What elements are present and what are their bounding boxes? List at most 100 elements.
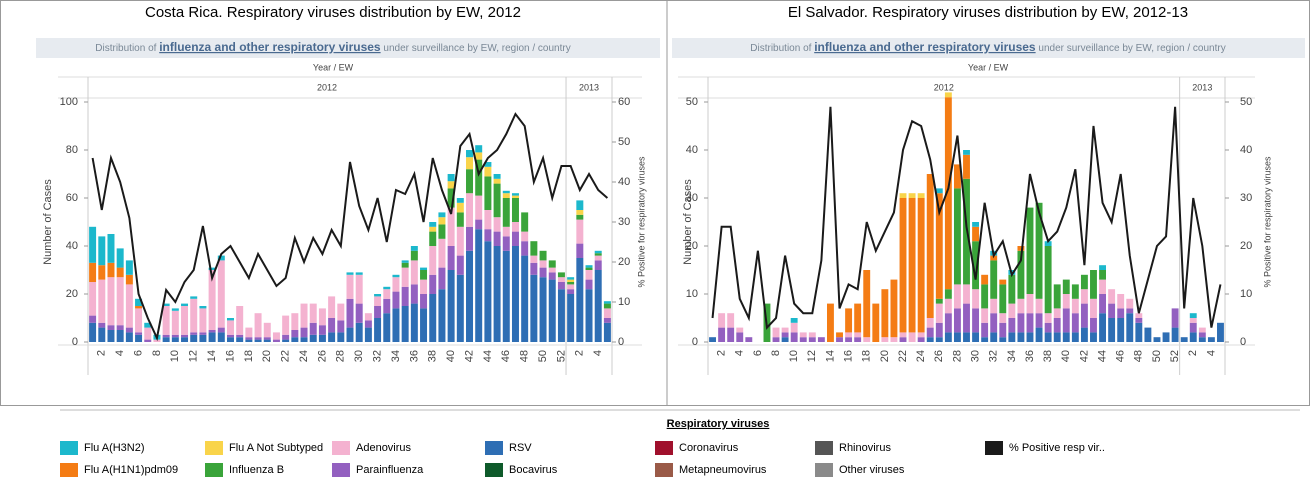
bar-segment: [1189, 332, 1197, 342]
bar-segment: [511, 246, 519, 342]
x-tick-label: 18: [861, 350, 873, 362]
bar-segment: [557, 272, 565, 278]
x-tick-label: 12: [188, 350, 200, 362]
y2-tick-label: 10: [1240, 288, 1252, 300]
y-tick-label: 60: [66, 192, 78, 204]
bar-segment: [337, 320, 345, 333]
legend-label: Adenovirus: [356, 442, 412, 454]
bar-segment: [1044, 332, 1052, 342]
bar-segment: [144, 339, 152, 342]
bar-segment: [567, 279, 575, 282]
y-tick-label: 50: [686, 96, 698, 108]
bar-segment: [162, 334, 170, 338]
x-tick-label: 34: [1006, 350, 1018, 362]
bar-segment: [199, 306, 207, 309]
bar-segment: [1198, 327, 1206, 333]
x-tick-label: 22: [897, 350, 909, 362]
bar-segment: [190, 332, 198, 335]
bar-segment: [300, 327, 308, 338]
bar-segment: [282, 315, 290, 335]
bar-segment: [98, 265, 106, 280]
bar-segment: [410, 303, 418, 342]
y2-axis-title: % Positive for respiratory viruses: [636, 156, 646, 288]
bar-segment: [594, 270, 602, 342]
bar-segment: [318, 334, 326, 342]
bar-segment: [567, 294, 575, 342]
legend-label: Rhinovirus: [839, 442, 891, 454]
bar-segment: [917, 332, 925, 338]
bar-segment: [447, 181, 455, 189]
bar-segment: [1080, 327, 1088, 342]
bar-segment: [1008, 274, 1016, 304]
bar-segment: [420, 294, 428, 309]
x-tick-label: 10: [788, 350, 800, 362]
bar-segment: [1026, 207, 1034, 294]
bar-segment: [585, 270, 593, 280]
bar-segment: [890, 337, 898, 342]
bar-segment: [484, 166, 492, 177]
bar-segment: [263, 339, 271, 342]
x-tick-label: 48: [1133, 350, 1145, 362]
bar-segment: [781, 337, 789, 342]
bar-segment: [89, 282, 97, 316]
bar-segment: [1017, 332, 1025, 342]
bar-segment: [374, 306, 382, 318]
legend-swatch: [332, 441, 350, 455]
bar-segment: [374, 294, 382, 297]
bar-segment: [953, 332, 961, 342]
bar-segment: [502, 250, 510, 342]
bar-segment: [944, 289, 952, 299]
bar-segment: [1117, 294, 1125, 309]
bar-segment: [511, 222, 519, 232]
bar-segment: [429, 226, 437, 232]
x-tick-label: 48: [519, 350, 531, 362]
bar-segment: [125, 284, 133, 328]
bar-segment: [355, 274, 363, 304]
bar-segment: [727, 313, 735, 328]
bar-segment: [790, 318, 798, 323]
bar-segment: [429, 274, 437, 294]
x-tick-label: 28: [951, 350, 963, 362]
y2-tick-label: 20: [1240, 240, 1252, 252]
bar-segment: [181, 334, 189, 338]
bar-segment: [429, 294, 437, 342]
bar-segment: [709, 337, 716, 342]
bar-segment: [736, 327, 744, 333]
bar-segment: [594, 250, 602, 254]
bar-segment: [447, 174, 455, 182]
bar-segment: [328, 296, 336, 318]
x-tick-label: 40: [445, 350, 457, 362]
legend-label: Metapneumovirus: [679, 464, 767, 476]
bar-segment: [567, 277, 575, 280]
bar-segment: [309, 334, 317, 342]
bar-segment: [144, 322, 152, 328]
bar-segment: [585, 289, 593, 342]
bar-segment: [548, 260, 556, 268]
bar-segment: [401, 267, 409, 287]
bar-segment: [291, 313, 299, 330]
y-axis-title: Number of Cases: [42, 179, 54, 265]
bar-segment: [890, 279, 898, 338]
bar-segment: [530, 241, 538, 256]
x-tick-label: 8: [151, 350, 163, 356]
bar-segment: [972, 222, 980, 227]
subtitle-part: Distribution of: [750, 43, 814, 54]
bar-segment: [171, 337, 179, 342]
bar-segment: [1062, 279, 1070, 294]
bar-segment: [1008, 332, 1016, 342]
bar-segment: [727, 327, 735, 342]
bar-segment: [1053, 332, 1061, 342]
bar-segment: [401, 260, 409, 263]
bar-segment: [502, 198, 510, 227]
x-tick-label: 4: [592, 350, 604, 356]
bar-segment: [401, 286, 409, 306]
bar-segment: [438, 267, 446, 290]
year-label: 2013: [579, 82, 599, 92]
bar-segment: [291, 330, 299, 338]
bar-segment: [1026, 332, 1034, 342]
bar-segment: [935, 322, 943, 338]
bar-segment: [972, 226, 980, 242]
chart-title: Costa Rica. Respiratory viruses distribu…: [145, 4, 521, 21]
bar-segment: [1180, 337, 1188, 342]
bar-segment: [226, 337, 234, 342]
